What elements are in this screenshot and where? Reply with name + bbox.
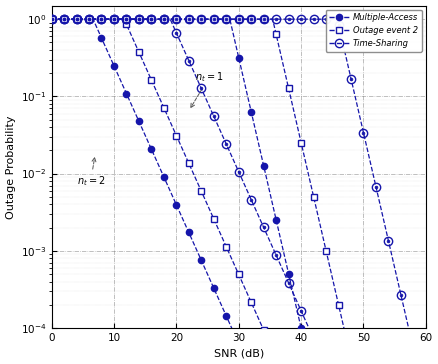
Text: $n_t = 2$: $n_t = 2$ — [77, 158, 105, 189]
X-axis label: SNR (dB): SNR (dB) — [214, 348, 264, 359]
Legend: Multiple-Access, Outage event 2, Time-Sharing: Multiple-Access, Outage event 2, Time-Sh… — [325, 10, 422, 52]
Text: $n_t = 1$: $n_t = 1$ — [191, 70, 223, 107]
Y-axis label: Outage Probability: Outage Probability — [6, 115, 16, 218]
